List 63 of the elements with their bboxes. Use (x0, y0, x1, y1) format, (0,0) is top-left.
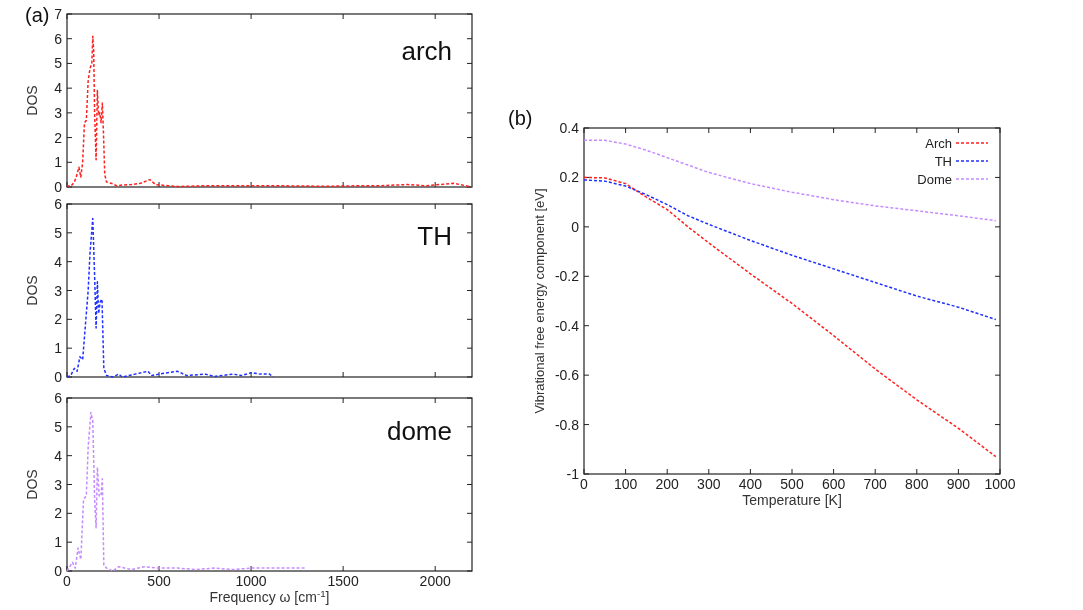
x-tick-label: 600 (821, 476, 846, 492)
y-tick-label: 1 (54, 340, 63, 357)
y-axis-title: DOS (24, 469, 40, 500)
x-tick-label: 1000 (984, 476, 1016, 492)
y-tick-label: 0.4 (559, 120, 580, 136)
y-tick-label: 3 (54, 104, 63, 121)
y-tick-label: 3 (54, 282, 63, 299)
y-tick-label: 6 (54, 196, 63, 212)
line-series (583, 176, 997, 458)
line-series (583, 139, 997, 222)
y-axis-title: DOS (24, 85, 40, 116)
y-tick-label: 4 (54, 80, 63, 97)
line-series (66, 217, 274, 378)
y-tick-label: 1 (54, 154, 63, 171)
y-tick-label: -0.2 (554, 268, 580, 285)
y-tick-label: -1 (566, 466, 580, 482)
x-tick-label: 900 (946, 476, 971, 492)
y-axis-title: Vibrational free energy component [eV] (532, 188, 547, 414)
x-tick-label: 300 (697, 476, 721, 492)
text: (a) (25, 4, 50, 26)
y-tick-label: 0 (54, 369, 63, 385)
y-tick-label: 5 (54, 55, 63, 72)
x-tick-label: 500 (147, 573, 171, 589)
y-tick-label: -0.6 (554, 367, 580, 384)
y-tick-label: 0.2 (559, 169, 580, 186)
annotation: arch (401, 36, 452, 66)
legend-label: Arch (925, 136, 952, 151)
line-series (66, 35, 473, 188)
x-tick-label: 1000 (235, 573, 267, 589)
x-axis-title: Temperature [K] (742, 492, 842, 508)
y-tick-label: 7 (54, 6, 63, 22)
x-axis-title: Frequency ω [cm$^{-1}$] (209, 587, 330, 605)
y-tick-label: 1 (54, 534, 63, 551)
y-tick-label: 4 (54, 447, 63, 464)
x-tick-label: 500 (780, 476, 804, 492)
annotation: dome (386, 416, 452, 446)
y-tick-label: 2 (54, 505, 63, 522)
x-tick-label: 700 (863, 476, 888, 492)
y-tick-label: 2 (54, 311, 63, 328)
y-tick-label: 4 (54, 253, 63, 270)
text: (b) (508, 107, 533, 129)
y-tick-label: 6 (54, 30, 63, 47)
y-tick-label: -0.8 (554, 416, 580, 433)
y-tick-label: 5 (54, 224, 63, 241)
annotation: TH (417, 221, 452, 251)
x-tick-label: 1500 (327, 573, 359, 589)
x-tick-label: 200 (655, 476, 680, 492)
y-tick-label: 6 (54, 390, 63, 406)
y-tick-label: 0 (54, 563, 63, 579)
y-tick-label: 3 (54, 476, 63, 493)
y-tick-label: 5 (54, 418, 63, 435)
x-tick-label: 800 (905, 476, 929, 492)
y-axis-title: DOS (24, 275, 40, 306)
x-tick-label: 2000 (419, 573, 451, 589)
y-tick-label: 2 (54, 129, 63, 146)
legend-label: Dome (917, 172, 952, 187)
x-tick-label: 400 (738, 476, 763, 492)
x-tick-label: 100 (613, 476, 638, 492)
line-series (66, 411, 308, 572)
y-tick-label: 0 (571, 218, 580, 235)
y-tick-label: 0 (54, 179, 63, 195)
y-tick-label: -0.4 (554, 317, 580, 334)
legend-label: TH (934, 154, 952, 169)
